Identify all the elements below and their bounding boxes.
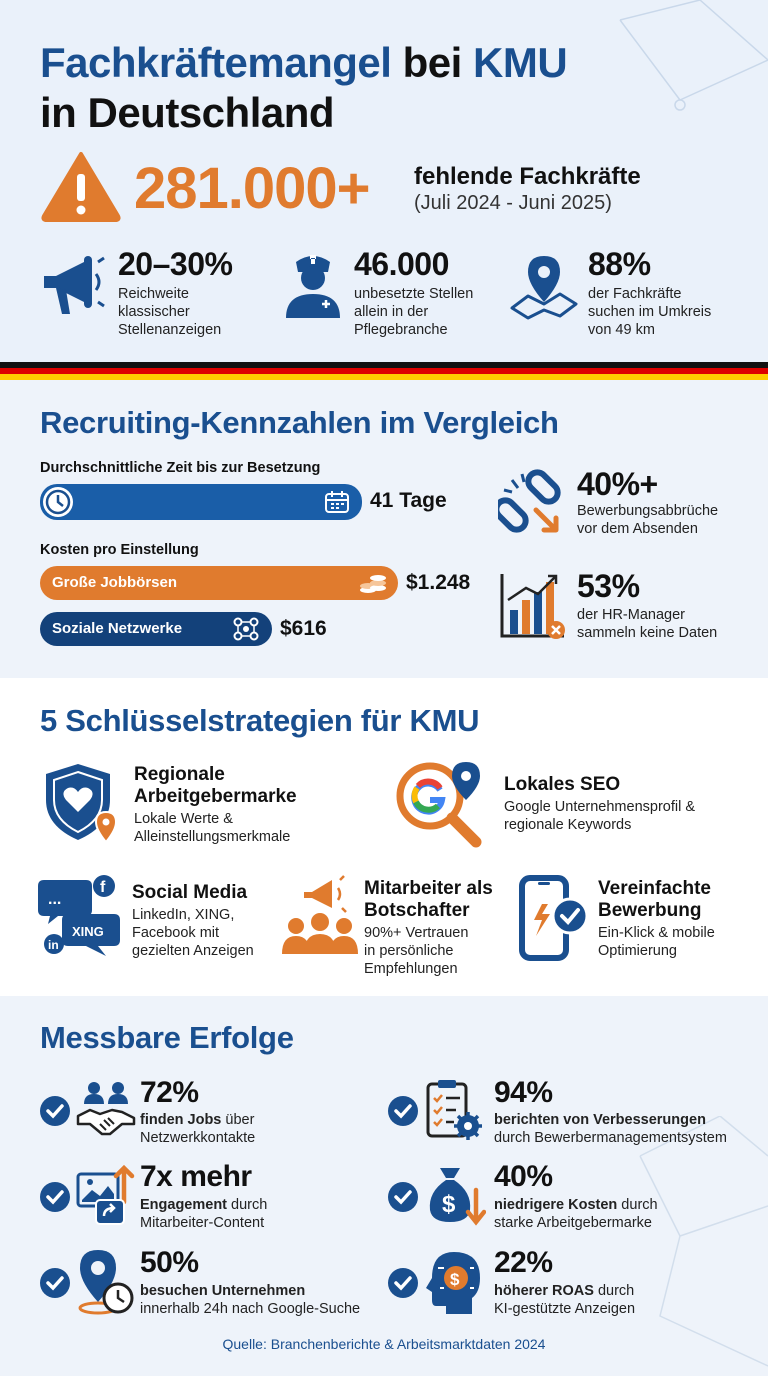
source-note: Quelle: Branchenberichte & Arbeitsmarktd… — [222, 1336, 546, 1352]
cost-bar-jobboards-label: Große Jobbörsen — [52, 574, 178, 591]
svg-text:XING: XING — [72, 924, 104, 939]
map-pin-icon — [510, 256, 578, 320]
time-bar — [40, 484, 362, 520]
stat-reach-text: Reichweite klassischer Stellenanzeigen — [118, 286, 222, 338]
german-flag-stripe — [0, 362, 768, 380]
broken-chain-icon — [498, 469, 561, 533]
svg-text:f: f — [100, 879, 106, 896]
shield-heart-icon — [46, 764, 118, 844]
cost-bar-social: Soziale Netzwerke — [40, 612, 272, 646]
check-icon — [40, 1096, 70, 1126]
strategy-5-title: Vereinfachte Bewerbung — [598, 878, 711, 921]
nurse-icon — [286, 255, 340, 318]
clock-icon — [43, 487, 73, 517]
title-word-3: KMU — [473, 39, 568, 86]
svg-text:...: ... — [48, 891, 61, 908]
strategy-1-text: Lokale Werte & Alleinstellungsmerkmale — [134, 811, 291, 845]
check-icon — [388, 1268, 418, 1298]
google-search-icon — [396, 762, 482, 848]
svg-text:$: $ — [450, 1270, 460, 1289]
page-title: Fachkräftemangel bei KMU in Deutschland — [40, 38, 568, 138]
result-5-number: 50% — [140, 1246, 199, 1279]
title-line-2: in Deutschland — [40, 89, 335, 136]
nodata-number: 53% — [577, 568, 640, 604]
result-3-text: Engagement durch Mitarbeiter-Content — [140, 1197, 268, 1231]
time-label: Durchschnittliche Zeit bis zur Besetzung — [40, 460, 321, 476]
social-bubbles-icon: ... XING f in — [38, 875, 120, 956]
results-heading: Messbare Erfolge — [40, 1020, 294, 1055]
stat-reach-number: 20–30% — [118, 246, 233, 282]
hex-decoration-bottom — [639, 1116, 768, 1367]
cost-label: Kosten pro Einstellung — [40, 542, 199, 558]
recruiting-heading: Recruiting-Kennzahlen im Vergleich — [40, 405, 559, 440]
share-image-icon — [76, 1164, 135, 1225]
abandon-number: 40%+ — [577, 466, 658, 502]
svg-text:$: $ — [442, 1191, 456, 1218]
result-4-text: niedrigere Kosten durch starke Arbeitgebe… — [494, 1197, 658, 1231]
result-6-text: höherer ROAS durch KI-gestützte Anzeigen — [494, 1283, 636, 1317]
network-icon — [233, 617, 259, 641]
result-1-text: finden Jobs über Netzwerkkontakte — [140, 1112, 256, 1146]
hex-decoration — [619, 0, 768, 111]
team-megaphone-icon — [282, 875, 358, 954]
stat-radius-text: der Fachkräfte suchen im Umkreis von 49 km — [588, 286, 712, 338]
strategies-section: 5 Schlüsselstrategien für KMU Regionale A… — [0, 678, 768, 996]
headline-period: (Juli 2024 - Juni 2025) — [414, 192, 612, 214]
strategy-2-title: Lokales SEO — [504, 774, 621, 795]
strategy-4-title: Mitarbeiter als Botschafter — [364, 878, 493, 921]
result-4-number: 40% — [494, 1160, 553, 1193]
megaphone-icon — [44, 256, 105, 314]
result-2-text: berichten von Verbesserungen durch Bewerb… — [494, 1112, 727, 1146]
result-1-number: 72% — [140, 1076, 199, 1109]
stat-care-text: unbesetzte Stellen allein in der Pflegebra… — [354, 286, 474, 338]
stat-radius-number: 88% — [588, 246, 651, 282]
strategy-2-text: Google Unternehmensprofil & regionale Key… — [504, 799, 696, 833]
result-6-number: 22% — [494, 1246, 553, 1279]
header-section: Fachkräftemangel bei KMU in Deutschland … — [0, 0, 768, 362]
cost-bar-jobboards: Große Jobbörsen — [40, 566, 398, 600]
check-icon — [388, 1096, 418, 1126]
svg-text:in: in — [48, 938, 59, 952]
check-icon — [40, 1182, 70, 1212]
strategy-5-text: Ein-Klick & mobile Optimierung — [598, 925, 715, 959]
strategy-4-text: 90%+ Vertrauen in persönliche Empfehlungen — [364, 925, 469, 977]
strategy-1-title: Regionale Arbeitgebermarke — [134, 764, 297, 807]
calendar-icon — [325, 491, 349, 513]
recruiting-section: Recruiting-Kennzahlen im Vergleich Durch… — [0, 380, 768, 678]
pin-clock-icon — [78, 1250, 134, 1315]
title-word-2: bei — [402, 39, 463, 86]
clipboard-gear-icon — [426, 1080, 482, 1140]
cost-jobboards-value: $1.248 — [406, 571, 471, 594]
check-icon — [388, 1182, 418, 1212]
results-section: Messbare Erfolge 72% finden Jobs über Net… — [0, 996, 768, 1376]
bar-chart-icon — [500, 574, 565, 639]
strategies-heading: 5 Schlüsselstrategien für KMU — [40, 703, 480, 738]
ai-head-icon: $ — [426, 1252, 480, 1314]
check-icon — [40, 1268, 70, 1298]
coins-icon — [360, 575, 386, 593]
strategy-3-title: Social Media — [132, 882, 248, 903]
result-5-text: besuchen Unternehmen innerhalb 24h nach G… — [140, 1283, 361, 1317]
result-2-number: 94% — [494, 1076, 553, 1109]
warning-icon — [41, 152, 121, 222]
headline-label: fehlende Fachkräfte — [414, 163, 641, 190]
strategy-3-text: LinkedIn, XING, Facebook mit gezielten Anz… — [132, 907, 254, 959]
cost-social-value: $616 — [280, 617, 327, 640]
cost-bar-social-label: Soziale Netzwerke — [52, 620, 183, 637]
headline-number: 281.000+ — [134, 156, 371, 221]
result-3-number: 7x mehr — [140, 1160, 252, 1193]
title-word-1: Fachkräftemangel — [40, 39, 392, 86]
nodata-text: der HR-Manager sammeln keine Daten — [577, 607, 718, 641]
stat-care-number: 46.000 — [354, 246, 449, 282]
money-bag-icon: $ — [429, 1168, 486, 1226]
handshake-icon — [76, 1082, 136, 1136]
smartphone-check-icon — [519, 875, 589, 961]
abandon-text: Bewerbungsabbrüche vor dem Absenden — [577, 503, 719, 537]
time-value: 41 Tage — [370, 489, 447, 512]
